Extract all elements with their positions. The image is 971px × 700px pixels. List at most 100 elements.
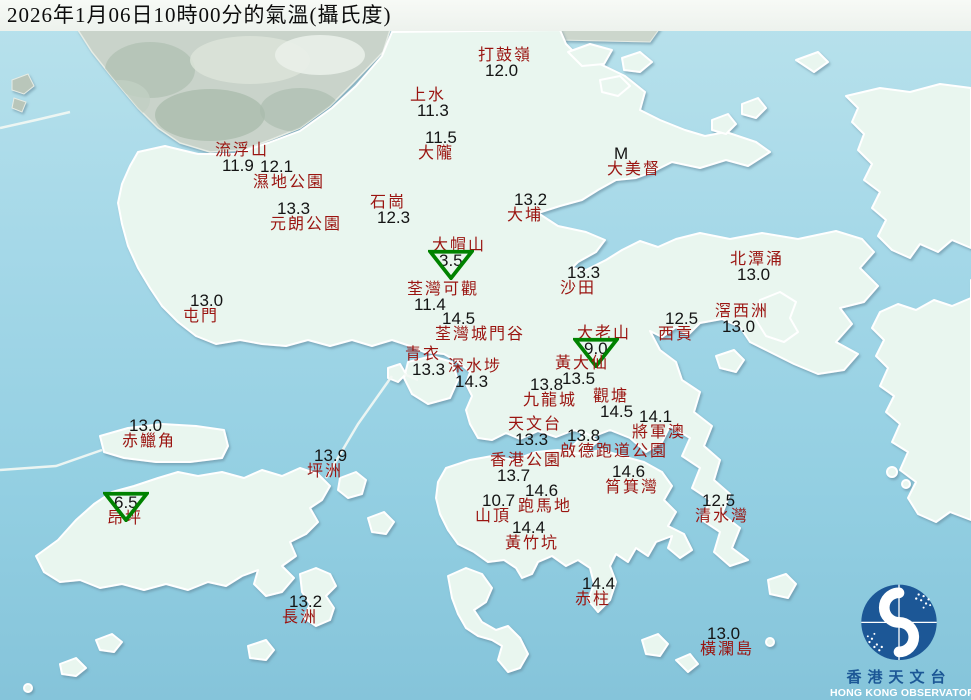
station-label: 13.0 屯門 <box>183 291 224 325</box>
waglan-island <box>765 637 775 647</box>
station-value: 13.8 <box>530 375 564 394</box>
station-value: 12.5 <box>702 491 736 510</box>
grass-island <box>741 97 767 119</box>
station-label: 天文台 13.3 <box>508 416 563 449</box>
station-name: 大美督 <box>607 161 662 178</box>
hei-ling-chau-island <box>367 511 395 535</box>
station-name: 跑馬地 <box>518 498 573 515</box>
station-value: 14.3 <box>455 372 489 391</box>
station-name: 赤柱 <box>575 591 612 608</box>
station-label: 青衣 13.3 <box>405 346 445 379</box>
station-label: 6.5 昂坪 <box>102 491 149 527</box>
soko-islands <box>95 633 123 653</box>
station-label: 北潭涌 13.0 <box>730 251 785 284</box>
station-label: 13.3 沙田 <box>560 263 601 297</box>
station-value: 14.6 <box>612 462 646 481</box>
station-value: 12.3 <box>377 208 411 227</box>
station-value: 10.7 <box>482 491 516 510</box>
hong-kong-island <box>435 449 693 613</box>
station-label: 流浮山 11.9 <box>215 142 270 175</box>
station-name: 清水灣 <box>695 508 750 525</box>
station-name: 黃大仙 <box>555 355 610 372</box>
ma-wan-island <box>387 363 407 383</box>
station-value: 13.3 <box>567 263 601 282</box>
station-name: 元朗公園 <box>270 216 343 233</box>
station-name: 石崗 <box>370 194 407 211</box>
station-value: 13.0 <box>707 624 741 643</box>
station-label: 香港公園 13.7 <box>490 452 563 485</box>
station-label: 黃大仙 13.5 <box>555 355 610 388</box>
station-name: 打鼓嶺 <box>478 47 533 64</box>
soko-islands <box>59 657 87 677</box>
po-toi-islands <box>675 653 699 673</box>
station-label: 上水 11.3 <box>410 88 449 120</box>
bridge-lines <box>0 110 419 479</box>
new-territories-land <box>117 29 879 567</box>
station-value: 3.5 <box>439 251 463 270</box>
station-name: 橫瀾島 <box>700 641 755 658</box>
kau-sai-chau-island <box>755 291 799 343</box>
station-name: 昂坪 <box>107 510 144 527</box>
station-name: 香港公園 <box>490 452 563 469</box>
tap-mun-island <box>711 113 737 135</box>
station-label: 13.8 九龍城 <box>523 375 577 409</box>
station-label: 14.4 黃竹坑 <box>505 518 560 552</box>
station-value: 11.5 <box>425 128 457 147</box>
hko-logo: 香港天文台 HONG KONG OBSERVATORY <box>830 583 971 699</box>
tsing-yi-island <box>403 355 459 405</box>
station-name: 青衣 <box>405 346 442 363</box>
station-label: 觀塘 14.5 <box>593 388 633 421</box>
east-mainland-north <box>845 83 971 259</box>
station-name: 深水埗 <box>448 358 503 375</box>
station-label: 14.6 筲箕灣 <box>605 462 659 496</box>
station-name: 觀塘 <box>593 388 630 405</box>
station-value: 13.0 <box>190 291 224 310</box>
station-name: 黃竹坑 <box>505 535 560 552</box>
station-label: M 大美督 <box>607 145 662 178</box>
station-value: 13.7 <box>497 466 531 485</box>
station-label: 10.7 山頂 <box>475 491 516 525</box>
station-value: 13.9 <box>314 446 348 465</box>
station-label: 13.0 赤鱲角 <box>122 417 176 450</box>
station-name: 北潭涌 <box>730 251 785 268</box>
station-name: 滘西洲 <box>715 303 770 320</box>
station-name: 天文台 <box>508 416 563 433</box>
ping-chau-island <box>795 51 829 73</box>
station-value: 13.3 <box>515 430 549 449</box>
station-label: 石崗 12.3 <box>370 194 411 227</box>
station-label: 13.3 元朗公園 <box>270 200 343 233</box>
station-name: 大帽山 <box>432 237 487 254</box>
station-label: 14.1 將軍澳 <box>632 408 686 441</box>
station-value: 14.4 <box>582 574 616 593</box>
peng-chau-island <box>337 471 367 499</box>
station-value: 13.0 <box>737 265 771 284</box>
station-label: 13.9 坪洲 <box>307 446 348 480</box>
station-name: 坪洲 <box>307 463 344 480</box>
station-label: 11.5 大隴 <box>418 128 457 162</box>
shenzhen-bay-bridge-line <box>0 110 71 130</box>
station-label: 大帽山 3.5 <box>427 237 487 280</box>
kat-o-islands <box>567 43 613 67</box>
station-value: 11.3 <box>417 101 449 120</box>
station-name: 西貢 <box>658 326 695 343</box>
hko-logo-english: HONG KONG OBSERVATORY <box>830 687 971 699</box>
map-title: 2026年1月06日10時00分的氣溫(攝氏度) <box>0 0 971 31</box>
station-value: 12.1 <box>260 157 294 176</box>
land-group <box>23 29 971 693</box>
station-label: 13.8 啟德跑道公園 <box>560 427 668 460</box>
hko-logo-chinese: 香港天文台 <box>846 670 952 686</box>
station-label: 12.5 西貢 <box>658 310 698 343</box>
station-label: 13.0 橫瀾島 <box>700 624 755 658</box>
station-name: 沙田 <box>560 280 597 297</box>
station-label: 12.1 濕地公園 <box>253 157 325 191</box>
station-name: 流浮山 <box>215 142 270 159</box>
typhoon-symbol-icon <box>861 584 937 661</box>
station-value: 6.5 <box>114 493 138 512</box>
station-name: 大老山 <box>577 325 632 342</box>
airport-platform <box>99 423 229 463</box>
lamma-island <box>447 567 529 673</box>
po-toi-islands <box>641 633 669 657</box>
station-value: 14.4 <box>512 518 546 537</box>
station-label: 打鼓嶺 12.0 <box>478 47 533 80</box>
